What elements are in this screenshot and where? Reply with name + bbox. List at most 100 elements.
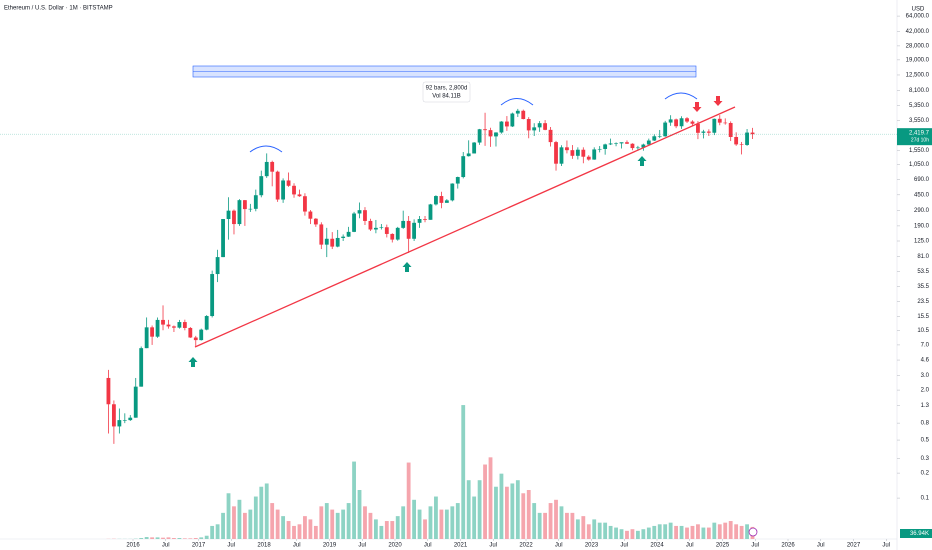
volume-bar [204, 535, 209, 539]
volume-bar [510, 483, 515, 539]
candle-body [592, 149, 597, 160]
candle-body [193, 337, 198, 341]
candle-body [423, 219, 427, 220]
candle-body [608, 143, 613, 145]
volume-bar [226, 493, 231, 539]
volume-bar [570, 512, 575, 539]
candle-body [122, 420, 127, 421]
volume-bar [253, 496, 258, 539]
candle-body [303, 196, 307, 212]
y-tick-label: 0.8 [921, 421, 930, 427]
x-tick-label: Jul [555, 543, 563, 549]
candle-body [674, 119, 679, 127]
volume-bar [264, 483, 269, 539]
volume-bar [237, 499, 242, 539]
volume-bar [455, 503, 460, 539]
volume-bar [188, 538, 193, 539]
volume-bar [259, 486, 264, 539]
volume-bar [297, 524, 302, 539]
candle-body [106, 377, 111, 405]
range-label-volume: Vol 84.11B [432, 94, 461, 100]
y-tick-label: 0.2 [921, 471, 930, 477]
candle-body [237, 200, 242, 225]
volume-bar [177, 538, 182, 539]
volume-bar [390, 521, 395, 539]
y-tick-label: 690.0 [914, 177, 930, 183]
y-tick-label: 2.0 [921, 388, 930, 394]
candle-body [734, 137, 739, 145]
y-tick-label: 42,000.0 [906, 29, 930, 35]
volume-bar [543, 512, 548, 539]
candle-body [668, 119, 673, 123]
volume-bar [199, 537, 204, 539]
volume-bar [521, 493, 526, 539]
volume-bar [352, 461, 356, 539]
candle-body [515, 110, 520, 114]
volume-bar [685, 527, 689, 539]
candle-body [150, 327, 155, 337]
y-tick-label: 190.0 [914, 223, 930, 229]
candle-body [526, 119, 531, 131]
peak-arc [500, 98, 534, 106]
candle-body [750, 132, 755, 135]
volume-bar [526, 490, 531, 539]
volume-bar [592, 519, 597, 539]
x-tick-label: 2016 [126, 543, 140, 549]
candle-body [117, 420, 122, 427]
candle-body [614, 143, 618, 144]
volume-bar [428, 506, 433, 539]
candle-body [444, 200, 449, 203]
event-icon[interactable] [748, 527, 758, 537]
volume-bar [657, 524, 662, 539]
volume-bar [357, 490, 362, 539]
y-tick-label: 28,000.0 [906, 43, 930, 49]
candle-body [706, 131, 711, 133]
candle-body [690, 121, 695, 124]
volume-bar [668, 522, 673, 539]
y-tick-label: 3.0 [921, 373, 930, 379]
y-tick-label: 12,500.0 [906, 73, 930, 79]
volume-bar [548, 503, 553, 539]
y-tick-label: 4.6 [921, 358, 930, 364]
candle-body [379, 227, 384, 228]
candle-body [215, 257, 220, 275]
candle-body [439, 196, 444, 203]
volume-bar [734, 524, 739, 539]
candle-body [259, 176, 264, 196]
candle-body [297, 194, 302, 197]
volume-bar [499, 473, 504, 539]
volume-bar [341, 509, 346, 539]
volume-layer [106, 405, 755, 539]
x-tick-label: 2018 [257, 543, 271, 549]
volume-bar [401, 506, 406, 539]
y-tick-label: 0.1 [921, 496, 930, 502]
volume-bar [384, 521, 389, 539]
x-tick-label: 2026 [781, 543, 795, 549]
y-tick-label: 7.0 [921, 342, 930, 348]
x-tick-label: Jul [227, 543, 235, 549]
volume-bar [608, 525, 613, 539]
y-tick-label: 64,000.0 [906, 14, 930, 20]
candle-body [199, 329, 204, 341]
volume-bar [494, 486, 498, 539]
candle-body [499, 121, 504, 133]
candle-body [313, 218, 318, 225]
candle-body [434, 196, 438, 205]
volume-bar [559, 506, 564, 539]
candle-body [319, 224, 324, 245]
candle-body [286, 180, 291, 186]
volume-bar [515, 480, 520, 539]
volume-bar [625, 530, 629, 539]
x-tick-label: 2024 [650, 543, 664, 549]
candle-body [712, 118, 717, 133]
volume-bar [166, 537, 171, 539]
volume-bar [728, 521, 733, 539]
x-tick-label: 2020 [388, 543, 402, 549]
volume-bar [466, 480, 471, 539]
range-label-bars: 92 bars, 2,800d [426, 86, 468, 92]
candle-body [597, 148, 602, 150]
candle-body [575, 149, 580, 156]
candle-body [548, 129, 553, 143]
y-tick-label: 125.0 [914, 239, 930, 245]
x-tick-label: 2027 [847, 543, 861, 549]
